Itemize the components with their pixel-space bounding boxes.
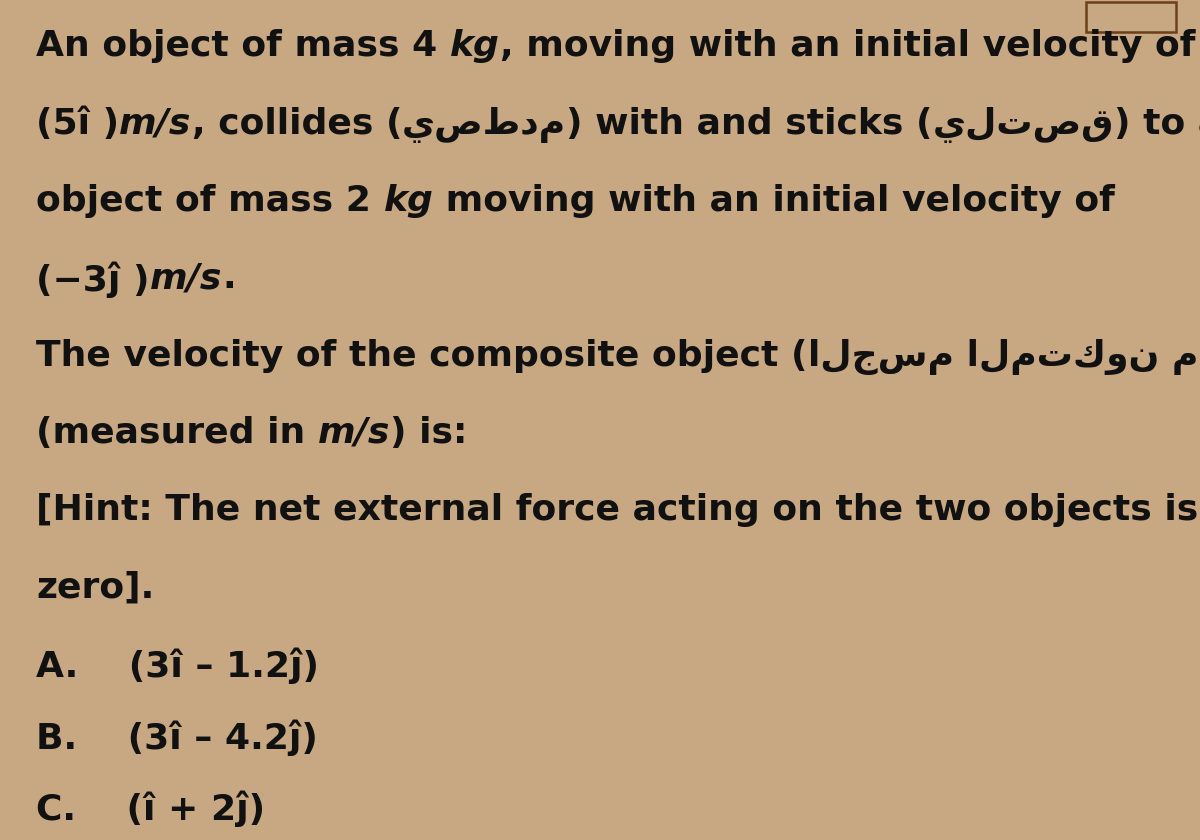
Text: A.    (3î – 1.2ĵ): A. (3î – 1.2ĵ) — [36, 648, 319, 684]
Text: The velocity of the composite object (: The velocity of the composite object ( — [36, 339, 808, 372]
Text: kg: kg — [384, 184, 433, 218]
Text: m/s: m/s — [150, 261, 222, 295]
Text: .: . — [222, 261, 235, 295]
Text: B.    (3î – 4.2ĵ): B. (3î – 4.2ĵ) — [36, 719, 318, 755]
Text: moving with an initial velocity of: moving with an initial velocity of — [433, 184, 1115, 218]
Text: يصطدم: يصطدم — [402, 107, 566, 143]
Text: , collides (: , collides ( — [192, 107, 402, 140]
Text: , moving with an initial velocity of: , moving with an initial velocity of — [499, 29, 1195, 63]
Text: الجسم المتكون منهما: الجسم المتكون منهما — [808, 339, 1200, 375]
Text: (5î ): (5î ) — [36, 107, 119, 140]
Text: [Hint: The net external force acting on the two objects is: [Hint: The net external force acting on … — [36, 493, 1199, 527]
FancyBboxPatch shape — [1086, 2, 1176, 32]
Text: ) with and sticks (: ) with and sticks ( — [566, 107, 932, 140]
Text: (−3ĵ ): (−3ĵ ) — [36, 261, 150, 297]
Text: يلتصق: يلتصق — [932, 107, 1114, 143]
Text: ) is:: ) is: — [390, 416, 468, 449]
Text: object of mass 2: object of mass 2 — [36, 184, 384, 218]
Text: ) to an: ) to an — [1114, 107, 1200, 140]
Text: kg: kg — [450, 29, 499, 63]
Text: zero].: zero]. — [36, 570, 155, 604]
Text: m/s: m/s — [119, 107, 192, 140]
Text: An object of mass 4: An object of mass 4 — [36, 29, 450, 63]
Text: m/s: m/s — [318, 416, 390, 449]
Text: (measured in: (measured in — [36, 416, 318, 449]
Text: C.    (î + 2ĵ): C. (î + 2ĵ) — [36, 790, 265, 827]
